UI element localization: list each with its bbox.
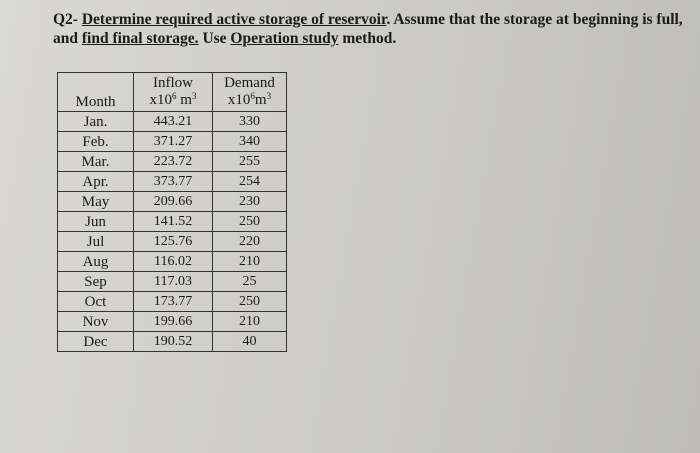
question-text: Q2- Determine required active storage of… <box>53 11 683 47</box>
cell-month: May <box>57 191 134 212</box>
cell-inflow: 373.77 <box>133 171 213 192</box>
cell-demand: 210 <box>212 251 287 272</box>
header-inflow: Inflow x106 m3 <box>133 72 213 112</box>
table-row: Jan. 443.21 330 <box>57 111 287 132</box>
cell-demand: 25 <box>212 271 287 292</box>
cell-inflow: 141.52 <box>133 211 213 232</box>
cell-demand: 254 <box>212 171 287 192</box>
cell-month: Dec <box>57 331 134 352</box>
cell-demand: 220 <box>212 231 287 252</box>
data-table: Month Inflow x106 m3 Demand x106m3 Jan. 443… <box>57 72 287 352</box>
cell-month: Jan. <box>57 111 134 132</box>
cell-inflow: 125.76 <box>133 231 213 252</box>
cell-month: Mar. <box>57 151 134 172</box>
cell-demand: 40 <box>212 331 287 352</box>
cell-month: Jul <box>57 231 134 252</box>
cell-demand: 250 <box>212 211 287 232</box>
cell-month: Sep <box>57 271 134 292</box>
table-row: May 209.66 230 <box>57 191 287 212</box>
cell-month: Aug <box>57 251 134 272</box>
cell-inflow: 209.66 <box>133 191 213 212</box>
table-row: Sep 117.03 25 <box>57 271 287 292</box>
cell-demand: 210 <box>212 311 287 332</box>
table-row: Feb. 371.27 340 <box>57 131 287 152</box>
header-demand: Demand x106m3 <box>212 72 287 112</box>
cell-month: Feb. <box>57 131 134 152</box>
table-row: Aug 116.02 210 <box>57 251 287 272</box>
header-month: Month <box>57 72 134 112</box>
cell-inflow: 116.02 <box>133 251 213 272</box>
cell-demand: 340 <box>212 131 287 152</box>
cell-month: Apr. <box>57 171 134 192</box>
table-row: Apr. 373.77 254 <box>57 171 287 192</box>
cell-inflow: 173.77 <box>133 291 213 312</box>
table-row: Nov 199.66 210 <box>57 311 287 332</box>
table-row: Mar. 223.72 255 <box>57 151 287 172</box>
cell-inflow: 371.27 <box>133 131 213 152</box>
cell-demand: 230 <box>212 191 287 212</box>
cell-inflow: 117.03 <box>133 271 213 292</box>
cell-inflow: 223.72 <box>133 151 213 172</box>
cell-inflow: 443.21 <box>133 111 213 132</box>
table-row: Dec 190.52 40 <box>57 331 287 352</box>
cell-inflow: 190.52 <box>133 331 213 352</box>
cell-month: Nov <box>57 311 134 332</box>
table-header: Month Inflow x106 m3 Demand x106m3 <box>57 72 287 112</box>
cell-month: Jun <box>57 211 134 232</box>
cell-demand: 330 <box>212 111 287 132</box>
table-row: Jun 141.52 250 <box>57 211 287 232</box>
cell-demand: 255 <box>212 151 287 172</box>
table-row: Oct 173.77 250 <box>57 291 287 312</box>
cell-inflow: 199.66 <box>133 311 213 332</box>
table-row: Jul 125.76 220 <box>57 231 287 252</box>
cell-month: Oct <box>57 291 134 312</box>
cell-demand: 250 <box>212 291 287 312</box>
